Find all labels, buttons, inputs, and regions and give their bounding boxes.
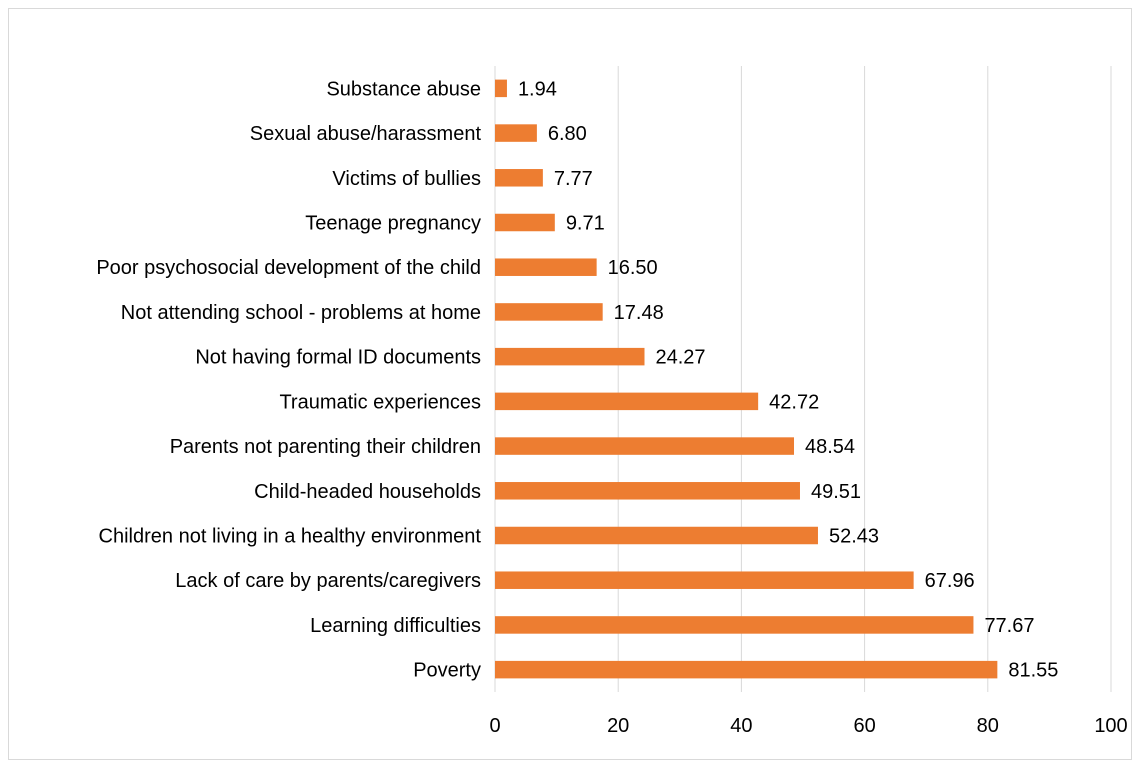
category-label: Parents not parenting their children [170, 436, 481, 458]
category-label: Child-headed households [254, 481, 481, 503]
bar [495, 79, 507, 98]
bar [495, 482, 800, 500]
x-tick-label: 20 [607, 715, 629, 737]
data-label: 9.71 [566, 213, 605, 235]
data-label: 7.77 [554, 168, 593, 190]
category-label: Traumatic experiences [279, 391, 481, 413]
data-label: 77.67 [984, 615, 1034, 637]
bar [495, 124, 537, 142]
bar [495, 571, 914, 589]
data-label: 6.80 [548, 123, 587, 145]
bar [495, 526, 818, 545]
x-tick-label: 60 [853, 715, 875, 737]
x-tick-label: 40 [730, 715, 752, 737]
x-tick-label: 100 [1094, 715, 1127, 737]
bar [495, 303, 603, 321]
category-label: Substance abuse [326, 78, 481, 100]
category-label: Poverty [413, 660, 481, 682]
bar [495, 213, 555, 232]
data-label: 1.94 [518, 78, 557, 100]
chart-area: Substance abuse 1.94 Sexual abuse/harassme… [8, 8, 1132, 760]
category-label: Poor psychosocial development of the chi… [96, 257, 481, 279]
x-tick-label: 0 [489, 715, 500, 737]
category-label: Not attending school - problems at home [121, 302, 481, 324]
bar-chart: Substance abuse 1.94 Sexual abuse/harassme… [96, 66, 1128, 737]
category-label: Children not living in a healthy environ… [99, 526, 482, 548]
data-label: 48.54 [805, 436, 855, 458]
data-label: 81.55 [1008, 660, 1058, 682]
data-label: 52.43 [829, 526, 879, 548]
bar [495, 660, 998, 679]
bar [495, 616, 974, 634]
category-label: Victims of bullies [332, 168, 481, 190]
category-label: Lack of care by parents/caregivers [175, 570, 481, 592]
data-label: 17.48 [614, 302, 664, 324]
bar [495, 258, 597, 276]
bar [495, 437, 795, 455]
data-label: 67.96 [925, 570, 975, 592]
data-label: 16.50 [608, 257, 658, 279]
x-tick-label: 80 [977, 715, 999, 737]
bar [495, 169, 543, 187]
bar [495, 347, 645, 366]
category-label: Teenage pregnancy [305, 213, 481, 235]
category-label: Sexual abuse/harassment [250, 123, 482, 145]
category-label: Learning difficulties [310, 615, 481, 637]
bar [495, 392, 759, 411]
data-label: 42.72 [769, 391, 819, 413]
data-label: 24.27 [656, 347, 706, 369]
category-label: Not having formal ID documents [195, 347, 481, 369]
data-label: 49.51 [811, 481, 861, 503]
